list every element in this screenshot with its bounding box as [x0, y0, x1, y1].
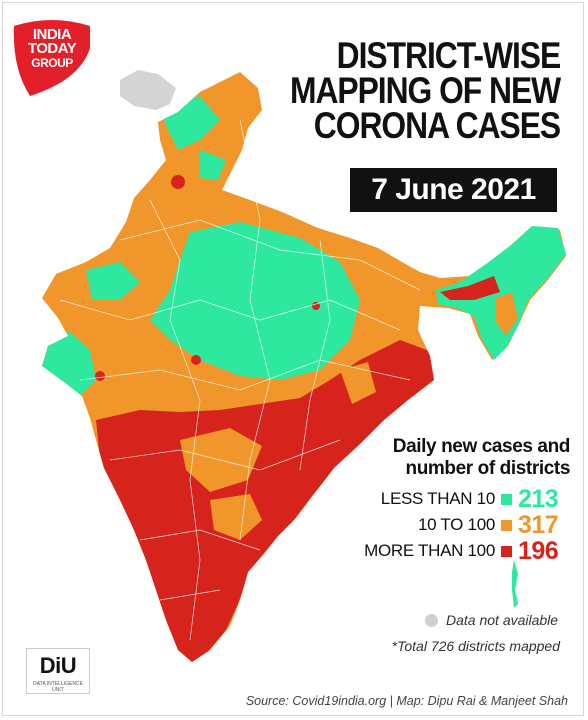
red-spot-2: [141, 123, 151, 133]
legend-swatch-mid: [501, 519, 512, 531]
infographic-title: DISTRICT-WISE MAPPING OF NEW CORONA CASE…: [246, 35, 561, 146]
legend-swatch-high: [501, 545, 512, 557]
na-region: [120, 70, 176, 110]
legend-label-low: LESS THAN 10: [380, 489, 496, 508]
red-spot-1: [171, 175, 185, 189]
na-dot-icon: [425, 613, 438, 627]
north-east-orange-patch: [496, 292, 518, 336]
red-spot-3: [191, 355, 201, 365]
orange-patch-telangana: [210, 494, 262, 540]
source-credit: Source: Covid19india.org | Map: Dipu Rai…: [245, 694, 568, 708]
legend-count-mid: 317: [518, 510, 559, 539]
legend-item-mid: 10 TO 100 317: [417, 510, 568, 539]
green-zone-rajasthan: [86, 262, 140, 300]
logo-text-line-3: GROUP: [31, 56, 73, 70]
legend-swatch-low: [501, 493, 512, 505]
total-districts-note: *Total 726 districts mapped: [391, 638, 560, 654]
title-line-1: DISTRICT-WISE: [336, 35, 561, 76]
red-zone-south-east: [96, 340, 436, 662]
legend-title-line-2: number of districts: [405, 458, 571, 479]
legend-not-available: Data not available: [425, 612, 558, 628]
red-spot-4: [95, 371, 105, 381]
logo-text-line-1: INDIA: [32, 26, 72, 43]
north-east-region: [436, 226, 566, 360]
logo-text-line-2: TODAY: [27, 40, 77, 57]
india-today-logo: INDIA TODAY GROUP: [10, 18, 94, 98]
red-spot-5: [312, 302, 320, 310]
legend-title-line-1: Daily new cases and: [392, 436, 571, 457]
north-east-red-band: [440, 276, 500, 300]
title-line-2: MAPPING OF NEW: [289, 70, 561, 111]
legend-label-high: MORE THAN 100: [364, 541, 495, 560]
na-text: Data not available: [446, 612, 559, 628]
green-zone-uttarakhand: [200, 150, 226, 180]
diu-logo-text: DiU: [39, 653, 77, 678]
title-line-3: CORONA CASES: [313, 105, 561, 146]
diu-logo-subtext: DATA INTELLIGENCE UNIT: [33, 681, 83, 693]
date-banner: 7 June 2021: [350, 168, 557, 212]
andaman-islands: [512, 560, 518, 608]
green-zone-central: [150, 222, 360, 380]
legend-title: Daily new cases and number of districts: [380, 436, 571, 480]
diu-logo: DiU DATA INTELLIGENCE UNIT: [26, 648, 90, 694]
orange-patch-odisha: [340, 362, 376, 404]
legend-label-mid: 10 TO 100: [417, 515, 495, 534]
legend-item-high: MORE THAN 100 196: [364, 536, 568, 565]
legend-count-low: 213: [518, 484, 559, 513]
legend-count-high: 196: [518, 536, 559, 565]
legend-item-low: LESS THAN 10 213: [380, 484, 568, 513]
